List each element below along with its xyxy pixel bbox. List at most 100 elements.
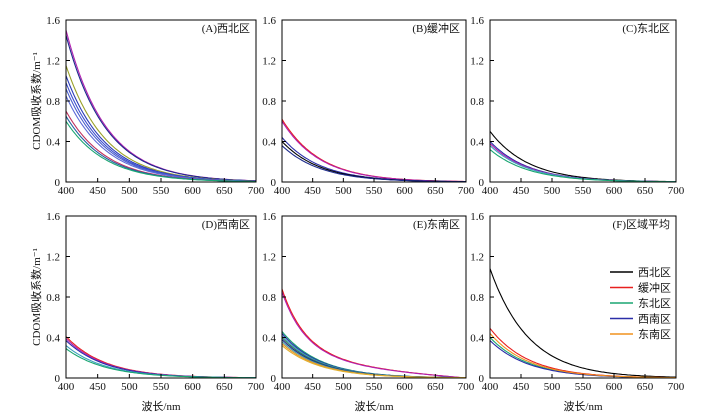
x-tick-label: 500 [121,185,138,197]
y-axis-label: CDOM吸收系数/m⁻¹ [29,248,43,346]
plot-frame [281,215,467,379]
series-line-2 [282,291,466,378]
x-tick-label: 400 [58,185,75,197]
panel-b: 400 450 500 550 600 650 700 0 0.4 0.8 1.2 1.6 (B)缓冲区 [262,15,475,197]
y-tick-label: 0 [271,373,277,385]
y-tick-label: 0 [479,373,485,385]
y-tick-label: 1.6 [46,15,60,27]
series-line-4 [282,141,466,182]
series-line-3 [490,337,676,378]
x-tick-label: 550 [153,185,170,197]
series-line-4 [66,345,256,378]
series-group [282,118,466,182]
y-tick-label: 1.2 [470,56,484,68]
x-axis-label: 波长/nm [563,400,603,413]
y-tick-label: 0.8 [470,96,484,108]
y-tick-label: 0 [55,373,61,385]
y-tick-label: 0.4 [46,137,60,149]
x-tick-label: 400 [482,185,499,197]
x-tick-label: 400 [274,381,291,393]
y-tick-label: 1.2 [470,252,484,264]
panel-title: (D)西南区 [202,218,250,231]
y-tick-label: 0.8 [46,292,60,304]
x-tick-label: 550 [575,381,592,393]
legend-label: 东北区 [638,297,671,310]
y-tick-label: 0.8 [470,292,484,304]
panel-title: (A)西北区 [202,22,250,35]
y-tick-label: 0.4 [470,137,484,149]
x-tick-label: 700 [458,185,475,197]
x-tick-label: 700 [248,381,265,393]
x-tick-label: 500 [121,381,138,393]
series-line-3 [282,137,466,182]
panel-title: (E)东南区 [413,218,460,231]
y-tick-label: 0.8 [46,96,60,108]
x-tick-label: 500 [544,185,561,197]
x-tick-label: 600 [396,185,413,197]
x-tick-label: 600 [184,381,201,393]
panel-c: 400 450 500 550 600 650 700 0 0.4 0.8 1.2 1.6 (C)东北区 [470,15,685,197]
x-axis-label: 波长/nm [354,400,394,413]
x-tick-label: 650 [427,185,444,197]
y-tick-label: 0.8 [262,96,276,108]
series-line-1 [282,288,466,378]
series-line-1 [282,118,466,182]
series-group [282,288,466,378]
x-tick-label: 700 [668,185,685,197]
series-line-1 [66,29,256,182]
panel-a: 400 450 500 550 600 650 700 0 0.4 0.8 1.2 1.6 (A)西北区… [29,15,265,197]
series-line-9 [282,343,466,378]
y-tick-label: 1.6 [470,15,484,27]
panel-title: (B)缓冲区 [412,21,460,35]
y-tick-label: 1.6 [262,15,276,27]
panel-f: 400 450 500 550 600 650 700 0 0.4 0.8 1.2 1.6 (F)区域平… [470,211,685,413]
x-tick-label: 500 [335,381,352,393]
series-group [490,131,676,182]
y-tick-label: 1.2 [46,56,60,68]
y-tick-label: 0.8 [262,292,276,304]
x-tick-label: 400 [482,381,499,393]
x-tick-label: 700 [458,381,475,393]
x-tick-label: 650 [637,185,654,197]
x-tick-label: 450 [89,381,106,393]
x-tick-label: 550 [366,381,383,393]
series-line-3 [66,65,256,182]
series-line-1 [490,131,676,182]
x-tick-label: 650 [216,185,233,197]
y-axis-label: CDOM吸收系数/m⁻¹ [29,52,43,150]
x-tick-label: 650 [216,381,233,393]
y-tick-label: 1.2 [262,56,276,68]
y-tick-label: 0 [479,177,485,189]
legend-label: 西南区 [638,313,671,326]
x-tick-label: 550 [153,381,170,393]
x-tick-label: 600 [184,185,201,197]
y-tick-label: 0.4 [46,333,60,345]
series-line-5 [66,82,256,182]
series-line-5 [66,348,256,378]
y-tick-label: 0.4 [262,333,276,345]
y-tick-label: 1.2 [262,252,276,264]
x-tick-label: 450 [304,381,321,393]
x-tick-label: 450 [513,185,530,197]
series-line-4 [66,75,256,182]
series-line-1 [66,336,256,378]
x-tick-label: 450 [513,381,530,393]
panel-title: (C)东北区 [622,22,670,35]
x-tick-label: 550 [366,185,383,197]
x-tick-label: 450 [304,185,321,197]
y-tick-label: 0 [55,177,61,189]
y-tick-label: 1.6 [262,211,276,223]
x-tick-label: 650 [427,381,444,393]
plot-frame [281,19,467,183]
y-tick-label: 0.4 [262,137,276,149]
y-tick-label: 1.6 [46,211,60,223]
x-tick-label: 400 [274,185,291,197]
panel-d: 400 450 500 550 600 650 700 0 0.4 0.8 1.2 1.6 (D)西南区… [29,211,265,413]
x-tick-label: 600 [396,381,413,393]
series-line-4 [490,340,676,378]
panel-e: 400 450 500 550 600 650 700 0 0.4 0.8 1.2 1.6 (E)东南区… [262,211,475,413]
x-axis-label: 波长/nm [141,400,181,413]
x-tick-label: 700 [248,185,265,197]
